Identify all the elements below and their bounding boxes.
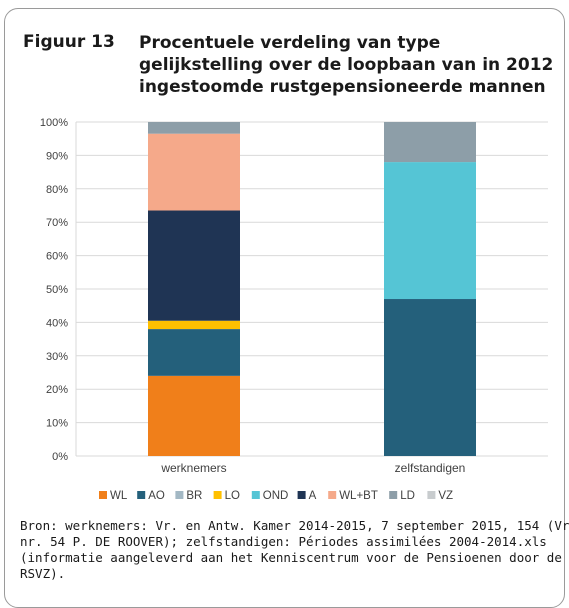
legend-swatch bbox=[427, 491, 436, 499]
legend-label: WL+BT bbox=[339, 490, 378, 502]
legend-label: LO bbox=[225, 490, 240, 502]
y-tick-label: 90% bbox=[46, 150, 68, 162]
source-line: Bron: werknemers: Vr. en Antw. Kamer 201… bbox=[20, 518, 569, 533]
figure-title-line: ingestoomde rustgepensioneerde mannen bbox=[139, 77, 546, 97]
y-tick-label: 0% bbox=[52, 451, 68, 463]
legend-swatch bbox=[297, 491, 306, 499]
bar-segment-ao bbox=[148, 329, 240, 376]
source-note: Bron: werknemers: Vr. en Antw. Kamer 201… bbox=[20, 518, 569, 582]
legend-label: WL bbox=[110, 490, 128, 502]
legend-swatch bbox=[175, 491, 184, 499]
y-tick-label: 50% bbox=[46, 284, 68, 296]
figure-title: Procentuele verdeling van type gelijkste… bbox=[139, 32, 559, 98]
bar-segment-wl-bt bbox=[148, 133, 240, 211]
bar-segment-lo bbox=[148, 320, 240, 330]
legend-swatch bbox=[137, 491, 146, 499]
source-line: nr. 54 P. DE ROOVER); zelfstandigen: Pér… bbox=[20, 534, 547, 549]
bar-segment-ld bbox=[384, 122, 476, 163]
y-tick-label: 60% bbox=[46, 251, 68, 263]
legend-swatch bbox=[213, 491, 222, 499]
source-line: RSVZ). bbox=[20, 566, 66, 581]
stacked-bar-chart: 0% 10% 20% 30% 40% 50% 60% 70% 80% 90% 100% werknem… bbox=[40, 117, 548, 502]
legend-label: AO bbox=[148, 490, 165, 502]
legend-swatch bbox=[99, 491, 107, 499]
y-tick-label: 70% bbox=[46, 217, 68, 229]
legend-label: BR bbox=[186, 490, 202, 502]
x-tick-label: werknemers bbox=[160, 461, 226, 475]
x-tick-label: zelfstandigen bbox=[395, 461, 466, 475]
legend-label: VZ bbox=[438, 490, 453, 502]
figure-title-line: Procentuele verdeling van type bbox=[139, 33, 441, 53]
bar-segment-a bbox=[148, 210, 240, 321]
legend-label: OND bbox=[263, 490, 289, 502]
legend-swatch bbox=[251, 491, 260, 499]
legend-label: LD bbox=[400, 490, 415, 502]
y-tick-label: 40% bbox=[46, 317, 68, 329]
legend-swatch bbox=[389, 491, 398, 499]
bar-segment-ond bbox=[384, 162, 476, 300]
bar-segment-wl bbox=[148, 375, 240, 456]
y-tick-label: 10% bbox=[46, 418, 68, 430]
y-tick-label: 80% bbox=[46, 184, 68, 196]
figure-title-line: gelijkstelling over de loopbaan van in 2… bbox=[139, 55, 554, 75]
figure-label: Figuur 13 bbox=[23, 32, 115, 52]
y-tick-label: 30% bbox=[46, 351, 68, 363]
bar-segment-ld bbox=[148, 122, 240, 134]
y-tick-label: 100% bbox=[40, 117, 68, 129]
source-line: (informatie aangeleverd aan het Kennisce… bbox=[20, 550, 562, 565]
legend-swatch bbox=[328, 491, 337, 499]
y-tick-label: 20% bbox=[46, 384, 68, 396]
legend-label: A bbox=[309, 490, 317, 502]
bar-segment-ao bbox=[384, 299, 476, 456]
